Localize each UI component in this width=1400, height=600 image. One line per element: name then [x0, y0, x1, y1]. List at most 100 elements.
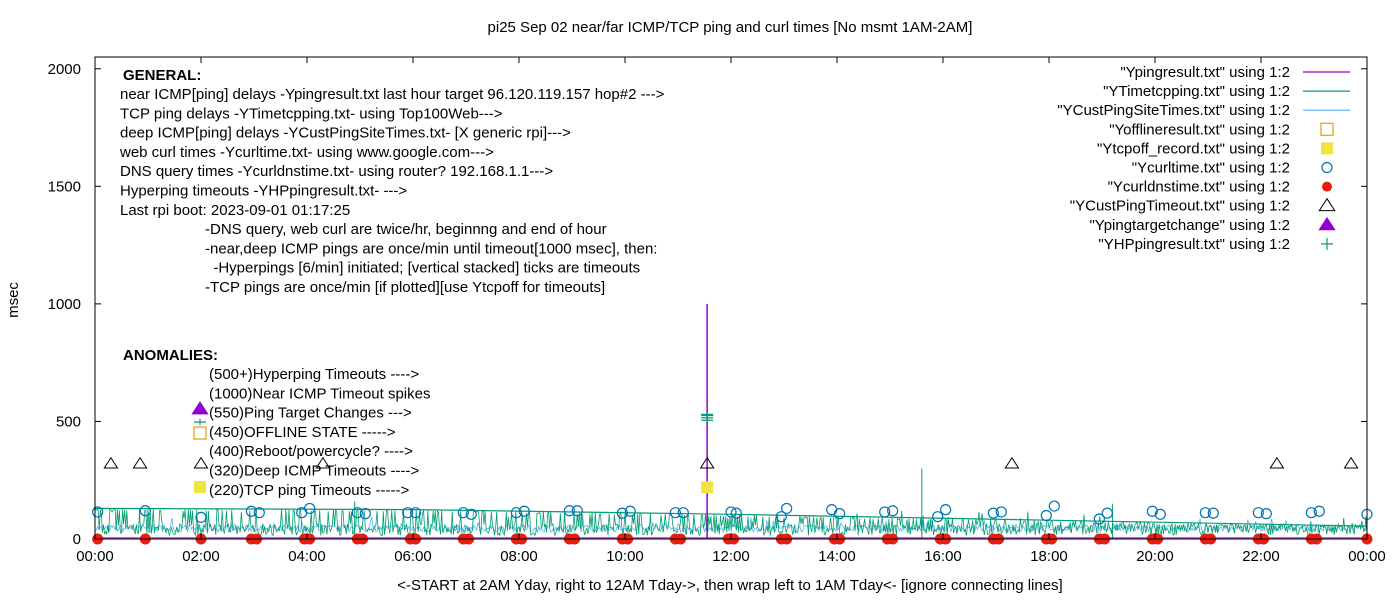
x-tick-label: 22:00 [1242, 548, 1280, 565]
x-tick-label: 12:00 [712, 548, 750, 565]
anomaly-marker-offline [193, 426, 207, 440]
curl-point [940, 504, 952, 516]
curl-point [457, 507, 469, 519]
legend-label: "YCustPingTimeout.txt" using 1:2 [1070, 198, 1290, 215]
curl-point [775, 511, 787, 523]
timeout-point [1343, 456, 1359, 469]
timeout-point [132, 456, 148, 469]
curl-point [402, 507, 414, 519]
x-tick-label: 18:00 [1030, 548, 1068, 565]
general-line: Hyperping timeouts -YHPpingresult.txt- -… [120, 183, 407, 200]
timeout-point [699, 456, 715, 469]
x-tick-label: 08:00 [500, 548, 538, 565]
curl-point [730, 507, 742, 519]
curl-point [139, 505, 151, 517]
x-tick-label: 00:00 [1348, 548, 1386, 565]
x-tick-label: 10:00 [606, 548, 644, 565]
y-axis-label: msec [5, 282, 22, 318]
curl-point [1101, 507, 1113, 519]
y-tick-label: 2000 [48, 61, 81, 78]
legend-swatch [1318, 197, 1336, 212]
general-header: GENERAL: [123, 67, 201, 84]
y-tick-label: 0 [73, 531, 81, 548]
y-tick-label: 500 [56, 413, 81, 430]
curl-point [1252, 507, 1264, 519]
curl-point [887, 505, 899, 517]
anomaly-marker-tcpoff [194, 481, 206, 493]
legend-label: "YCustPingSiteTimes.txt" using 1:2 [1057, 102, 1290, 119]
general-line: Last rpi boot: 2023-09-01 01:17:25 [120, 202, 350, 219]
curl-point [995, 506, 1007, 518]
legend-swatch [1318, 216, 1336, 231]
curl-point [253, 507, 265, 519]
legend-swatch [1320, 122, 1334, 136]
series-line-tcpping [94, 507, 1368, 537]
x-tick-label: 20:00 [1136, 548, 1174, 565]
legend-swatch [1322, 181, 1332, 192]
y-tick-label: 1500 [48, 178, 81, 195]
chart-title: pi25 Sep 02 near/far ICMP/TCP ping and c… [488, 19, 973, 36]
legend-label: "Ypingresult.txt" using 1:2 [1120, 64, 1290, 81]
note-line: -DNS query, web curl are twice/hr, begin… [205, 221, 607, 238]
anomaly-line: (320)Deep ICMP Timeouts ----> [209, 463, 419, 480]
legend-label: "Ycurldnstime.txt" using 1:2 [1108, 179, 1290, 196]
curl-point [1040, 509, 1052, 522]
hpping-point [701, 412, 714, 417]
legend-label: "YHPpingresult.txt" using 1:2 [1098, 236, 1290, 253]
legend-label: "Yofflineresult.txt" using 1:2 [1109, 121, 1290, 138]
note-line: -near,deep ICMP pings are once/min until… [205, 240, 657, 257]
x-tick-label: 16:00 [924, 548, 962, 565]
legend-label: "Ytcpoff_record.txt" using 1:2 [1097, 140, 1290, 157]
legend-label: "YTimetcpping.txt" using 1:2 [1103, 83, 1290, 100]
curl-point [92, 506, 104, 518]
legend-label: "Ypingtargetchange" using 1:2 [1089, 217, 1290, 234]
curl-point [410, 507, 422, 519]
y-axis-ticks: 0 500 1000 1500 2000 [48, 61, 1367, 548]
general-line: deep ICMP[ping] delays -YCustPingSiteTim… [120, 125, 571, 142]
curl-point [195, 511, 207, 523]
curl-point [987, 507, 999, 519]
x-axis-ticks: 00:00 02:00 04:00 06:00 08:00 10:00 12:00 14:00… [76, 57, 1386, 565]
anomaly-line: (500+)Hyperping Timeouts ----> [209, 366, 419, 383]
curl-point [304, 502, 316, 515]
curl-point [879, 506, 891, 518]
curl-point [725, 506, 737, 518]
curl-point [1207, 507, 1219, 519]
annotations-block: GENERAL: near ICMP[ping] delays -Ypingres… [119, 67, 665, 499]
general-line: DNS query times -Ycurldnstime.txt- using… [120, 163, 553, 180]
curl-point [624, 505, 636, 517]
legend-swatch [1321, 237, 1333, 250]
x-tick-label: 06:00 [394, 548, 432, 565]
legend-swatch [1321, 142, 1333, 155]
curl-point [245, 505, 257, 517]
anomaly-line: (1000)Near ICMP Timeout spikes [209, 385, 430, 402]
anomaly-line: (220)TCP ping Timeouts -----> [209, 482, 409, 499]
x-tick-label: 02:00 [182, 548, 220, 565]
curl-point [1146, 505, 1158, 517]
curl-point [1048, 500, 1060, 512]
curl-point [571, 505, 583, 517]
anomaly-marker-target [191, 401, 209, 415]
curl-point [510, 507, 522, 519]
timeout-point [1004, 456, 1020, 469]
curl-point [1305, 507, 1317, 519]
anomaly-line: (400)Reboot/powercycle? ----> [209, 443, 413, 460]
curl-point [677, 507, 689, 519]
curl-point [1313, 505, 1325, 517]
curl-point [465, 508, 477, 520]
legend-label: "Ycurltime.txt" using 1:2 [1132, 160, 1290, 177]
curl-point [518, 505, 530, 517]
anomaly-line: (450)OFFLINE STATE -----> [209, 424, 396, 441]
curl-point [616, 507, 628, 519]
timeout-point [193, 456, 209, 469]
x-tick-label: 04:00 [288, 548, 326, 565]
anomaly-marker-hpping [194, 419, 206, 425]
tcpoff-point [701, 481, 714, 494]
curl-point [834, 508, 846, 520]
timeout-point [315, 456, 331, 469]
general-line: TCP ping delays -YTimetcpping.txt- using… [120, 105, 503, 122]
curl-point [1093, 513, 1105, 525]
legend: "Ypingresult.txt" using 1:2 "YTimetcpping… [1057, 64, 1350, 253]
y-tick-label: 1000 [48, 296, 81, 313]
